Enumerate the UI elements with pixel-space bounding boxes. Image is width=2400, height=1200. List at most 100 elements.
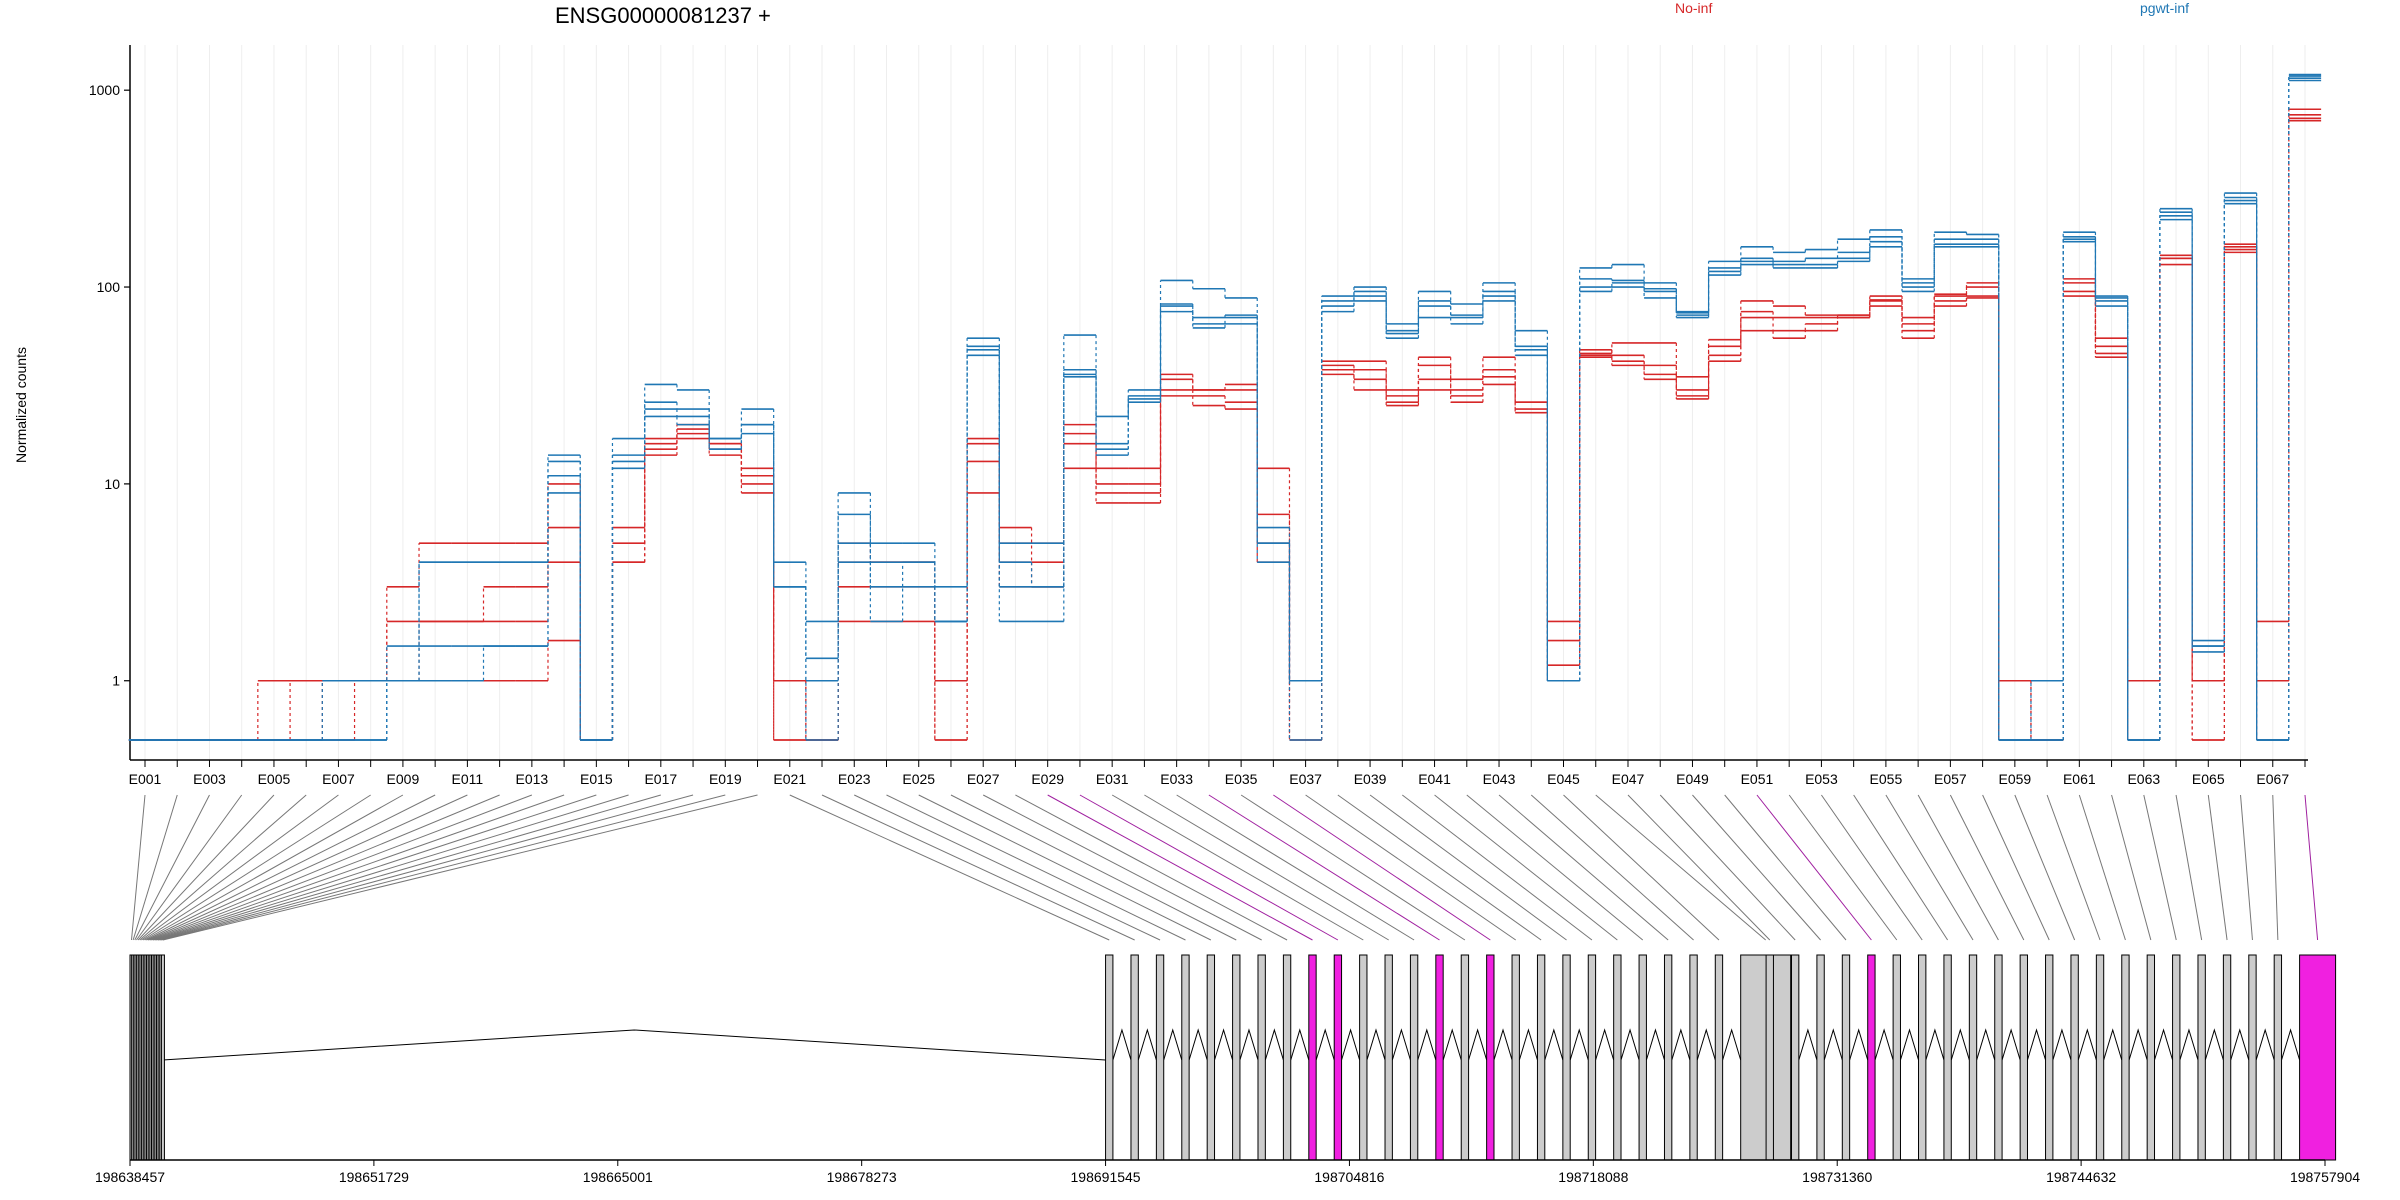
intron-line <box>2230 1028 2250 1061</box>
coord-tick-label: 198731360 <box>1802 1169 1872 1185</box>
chart-title: ENSG00000081237 + <box>555 3 771 28</box>
x-tick-label: E017 <box>644 771 677 787</box>
exon-box <box>1308 954 1317 1161</box>
connector-line <box>2272 794 2279 941</box>
x-tick-label: E049 <box>1676 771 1709 787</box>
connector-line <box>886 794 1186 941</box>
x-tick-label: E055 <box>1870 771 1903 787</box>
exon-box <box>1206 954 1216 1161</box>
intron-line <box>1214 1028 1234 1061</box>
x-tick-label: E061 <box>2063 771 2096 787</box>
x-tick-label: E043 <box>1483 771 1516 787</box>
exon-box <box>1435 954 1444 1161</box>
connector-line <box>151 794 533 941</box>
connector-line <box>1885 794 1974 941</box>
connector-line <box>982 794 1262 941</box>
connector-line <box>1466 794 1644 941</box>
exon-box <box>2172 954 2181 1161</box>
intron-line <box>1595 1028 1615 1061</box>
connector-line <box>144 794 404 941</box>
x-tick-label: E021 <box>773 771 806 787</box>
y-tick-label: 1 <box>112 673 120 689</box>
intron-line <box>2027 1028 2047 1061</box>
y-tick-label: 10 <box>104 476 120 492</box>
exon-box <box>1790 954 1800 1161</box>
connector-line <box>854 794 1161 941</box>
intron-line <box>2103 1028 2123 1061</box>
intron-line <box>2255 1028 2275 1061</box>
intron-line <box>2128 1028 2148 1061</box>
exon-box <box>1816 954 1825 1161</box>
connector-line <box>1208 794 1440 941</box>
y-tick-label: 100 <box>97 279 121 295</box>
exon-box <box>2019 954 2028 1161</box>
y-axis-ticks: 1 10 100 1000 <box>89 82 130 689</box>
x-tick-label: E013 <box>516 771 549 787</box>
connector-line <box>2175 794 2203 941</box>
exon-box <box>1511 954 1520 1161</box>
connector-line <box>1949 794 2025 941</box>
exon-box <box>1943 954 1952 1161</box>
exon-box <box>2248 954 2257 1161</box>
intron-line <box>1645 1028 1665 1061</box>
exon-box <box>1714 954 1724 1161</box>
exon-box <box>1155 954 1165 1161</box>
intron-line <box>1315 1028 1335 1061</box>
exon-box <box>1918 954 1927 1161</box>
intron-line <box>1239 1028 1259 1061</box>
exon-box <box>1409 954 1419 1161</box>
exon-box <box>2146 954 2156 1161</box>
intron-line <box>1290 1028 1310 1061</box>
intron-line <box>2052 1028 2072 1061</box>
connector-line <box>1337 794 1542 941</box>
exon-box <box>2070 954 2079 1161</box>
exon-box <box>2273 954 2283 1161</box>
connector-line <box>1563 794 1720 941</box>
x-tick-label: E033 <box>1160 771 1193 787</box>
exon-box <box>1689 954 1698 1161</box>
exon-box <box>1765 954 1774 1161</box>
connector-line <box>1402 794 1593 941</box>
x-tick-label: E067 <box>2256 771 2289 787</box>
intron-line <box>1874 1028 1894 1061</box>
exon-box <box>1867 954 1876 1161</box>
exon-box <box>1968 954 1978 1161</box>
connector-line <box>142 794 371 941</box>
x-tick-label: E037 <box>1289 771 1322 787</box>
intron-line <box>1976 1028 1996 1061</box>
coord-tick-label: 198691545 <box>1071 1169 1141 1185</box>
exon-box <box>2197 954 2206 1161</box>
series-pgwt-inf <box>128 79 2322 741</box>
legend-label-no-inf: No-inf <box>1675 0 1712 16</box>
connector-line <box>146 794 436 941</box>
connector-line <box>1434 794 1618 941</box>
intron-line <box>1137 1028 1157 1061</box>
connector-line <box>1273 794 1491 941</box>
gene-model-track <box>129 954 2337 1161</box>
x-tick-label: E001 <box>129 771 162 787</box>
coord-tick-label: 198757904 <box>2290 1169 2360 1185</box>
connector-line <box>2046 794 2101 941</box>
exon-box <box>1587 954 1597 1161</box>
x-tick-label: E015 <box>580 771 613 787</box>
intron-line <box>1442 1028 1462 1061</box>
exon-box <box>2121 954 2130 1161</box>
exon-box <box>1486 954 1495 1161</box>
x-tick-label: E063 <box>2127 771 2160 787</box>
connector-line <box>149 794 500 941</box>
y-tick-label: 1000 <box>89 82 120 98</box>
intron-line <box>1950 1028 1970 1061</box>
exon-box <box>1232 954 1241 1161</box>
intron-line <box>1163 1028 1183 1061</box>
connector-line <box>1853 794 1949 941</box>
intron-line <box>1264 1028 1284 1061</box>
x-tick-label: E011 <box>452 771 484 787</box>
x-tick-label: E031 <box>1096 771 1129 787</box>
intron-line <box>2281 1028 2301 1061</box>
exon-box <box>2095 954 2105 1161</box>
intron-line <box>1391 1028 1411 1061</box>
exon-box <box>2222 954 2232 1161</box>
intron-line <box>1112 1028 1132 1061</box>
exon-box <box>1460 954 1470 1161</box>
